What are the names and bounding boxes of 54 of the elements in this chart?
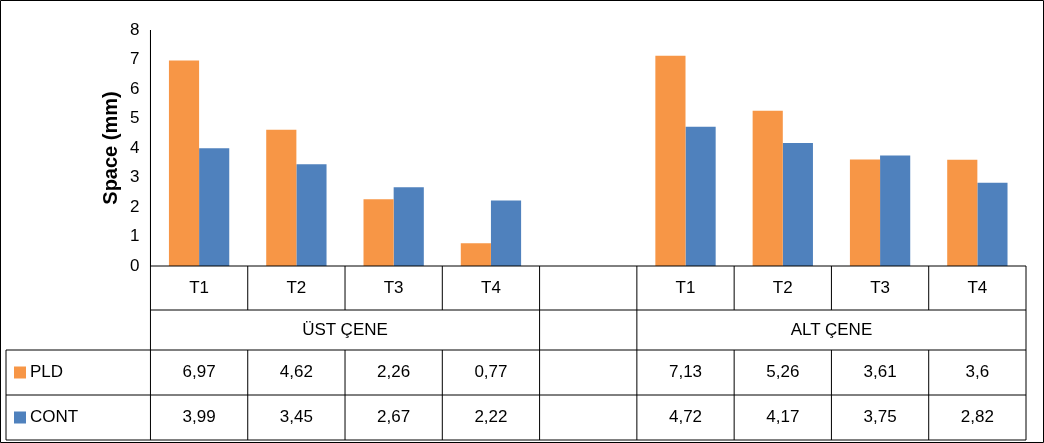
- data-label: 4,62: [279, 362, 313, 382]
- data-label: 2,82: [960, 407, 994, 427]
- x-tick-label: T3: [870, 277, 890, 297]
- data-label: 5,26: [766, 362, 800, 382]
- y-tick-label: 2: [129, 196, 140, 216]
- y-tick-label: 4: [129, 137, 140, 157]
- y-tick-label: 7: [129, 49, 140, 69]
- y-tick-label: 1: [129, 226, 140, 246]
- y-tick-label: 6: [129, 78, 140, 98]
- data-label: 2,22: [474, 407, 508, 427]
- data-label: 3,99: [182, 407, 216, 427]
- bar: [752, 110, 783, 266]
- bar: [655, 55, 686, 266]
- bar: [977, 182, 1008, 266]
- data-label: 2,26: [377, 362, 411, 382]
- bar: [685, 126, 716, 266]
- bar: [947, 159, 978, 266]
- x-tick-label: T2: [772, 277, 793, 297]
- x-tick-label: T1: [189, 277, 210, 297]
- data-label: 3,75: [863, 407, 897, 427]
- data-label: 4,17: [766, 407, 800, 427]
- y-tick-label: 5: [129, 108, 140, 128]
- bar: [363, 199, 394, 266]
- data-label: 2,67: [377, 407, 411, 427]
- y-tick-label: 3: [129, 167, 140, 187]
- bar: [393, 187, 424, 266]
- data-label: 3,61: [863, 362, 897, 382]
- bar: [849, 159, 881, 266]
- bar: [460, 243, 491, 266]
- legend-label: CONT: [30, 407, 79, 427]
- data-label: 4,72: [668, 407, 703, 427]
- bar: [490, 200, 522, 266]
- x-tick-label: T3: [383, 277, 404, 297]
- x-tick-label: T2: [286, 277, 307, 297]
- text: ALT ÇENE: [790, 319, 873, 339]
- bar: [199, 148, 230, 266]
- bar: [168, 60, 200, 266]
- y-tick-label: 0: [129, 255, 140, 275]
- data-label: 3,6: [965, 362, 990, 382]
- data-label: 0,77: [474, 362, 508, 382]
- y-axis-title: Space (mm): [98, 91, 121, 205]
- bar: [266, 129, 297, 266]
- data-label: 7,13: [668, 362, 703, 382]
- bar: [880, 155, 911, 266]
- data-label: 6,97: [182, 362, 216, 382]
- x-tick-label: T1: [675, 277, 696, 297]
- data-label: 3,45: [279, 407, 313, 427]
- bar: [782, 142, 813, 266]
- text: ÜST ÇENE: [302, 319, 388, 339]
- y-tick-label: 8: [129, 19, 140, 39]
- x-tick-label: T4: [967, 277, 988, 297]
- x-tick-label: T4: [481, 277, 501, 297]
- bar: [296, 164, 327, 266]
- legend-label: PLD: [30, 362, 64, 382]
